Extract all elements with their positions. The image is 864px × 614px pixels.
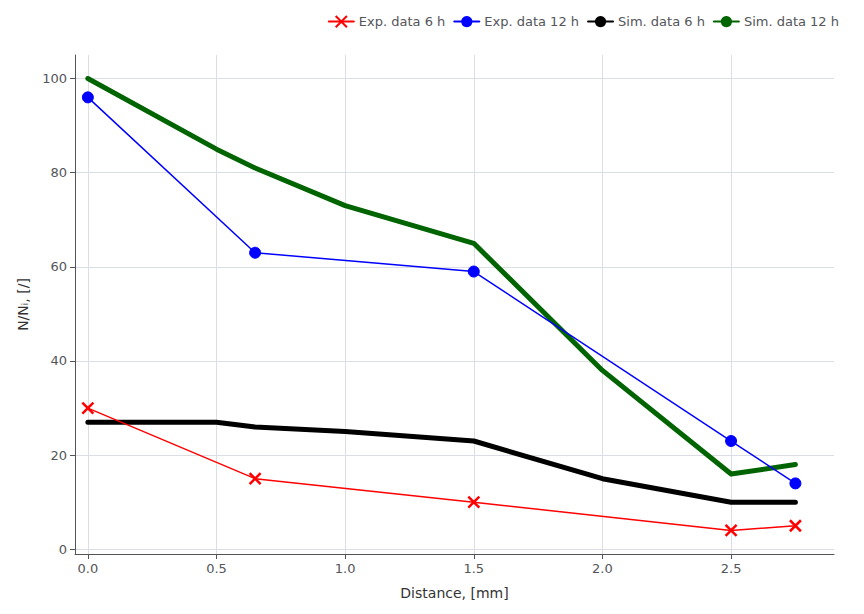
svg-text:Distance, [mm]: Distance, [mm] <box>400 585 508 601</box>
svg-text:N/Nᵢ, [/]: N/Nᵢ, [/] <box>15 278 31 331</box>
svg-text:1.5: 1.5 <box>463 561 484 576</box>
svg-text:20: 20 <box>50 448 67 463</box>
svg-text:0.0: 0.0 <box>78 561 99 576</box>
svg-text:2.5: 2.5 <box>721 561 742 576</box>
svg-text:100: 100 <box>42 71 67 86</box>
svg-text:0: 0 <box>59 542 67 557</box>
svg-text:2.0: 2.0 <box>592 561 613 576</box>
svg-text:0.5: 0.5 <box>206 561 227 576</box>
svg-text:40: 40 <box>50 353 67 368</box>
svg-text:Exp. data 6 h: Exp. data 6 h <box>359 14 445 29</box>
svg-text:1.0: 1.0 <box>335 561 356 576</box>
svg-text:Sim. data 12 h: Sim. data 12 h <box>744 14 839 29</box>
svg-text:80: 80 <box>50 165 67 180</box>
svg-text:Sim. data 6 h: Sim. data 6 h <box>618 14 705 29</box>
svg-text:60: 60 <box>50 259 67 274</box>
svg-text:Exp. data 12 h: Exp. data 12 h <box>484 14 579 29</box>
